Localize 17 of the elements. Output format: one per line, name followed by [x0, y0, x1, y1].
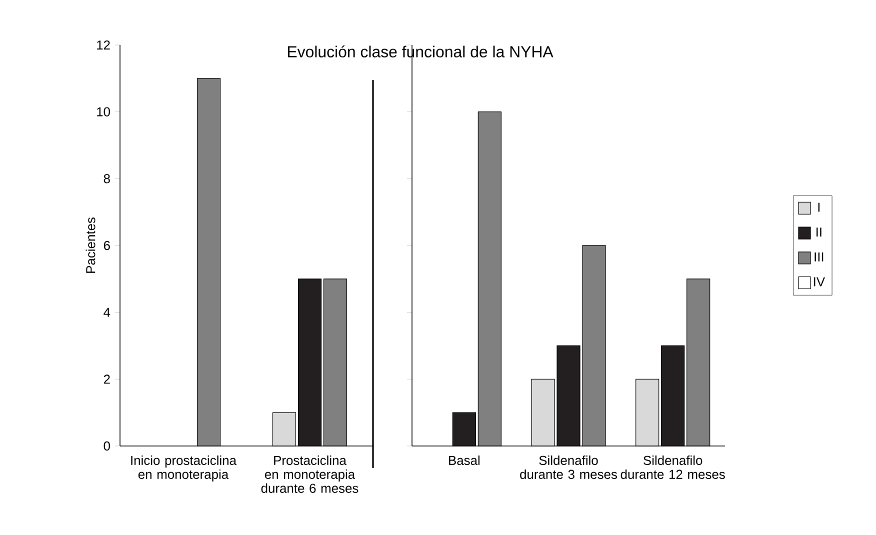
- legend-label: II: [816, 228, 822, 237]
- y-tick-label: 8: [104, 174, 110, 184]
- legend-label: I: [818, 202, 820, 212]
- y-tick-label: 12: [97, 40, 110, 50]
- y-tick-label: 0: [104, 441, 110, 451]
- y-axis-title: Pacientes: [86, 218, 96, 273]
- x-tick-label: Sildenafilo durante 3 meses: [520, 455, 617, 479]
- x-tick-label: Prostaciclina en monoterapia durante 6 meses: [261, 455, 358, 493]
- y-tick-label: 6: [104, 240, 110, 250]
- legend-label: IV: [814, 277, 825, 286]
- x-tick-label: Basal: [449, 455, 480, 466]
- legend-label: III: [814, 252, 824, 262]
- x-tick-label: Sildenafilo durante 12 meses: [620, 455, 725, 479]
- y-tick-label: 10: [97, 107, 110, 116]
- x-tick-label: Inicio prostaciclina en monoterapia: [131, 455, 237, 482]
- y-tick-label: 2: [104, 374, 110, 384]
- y-tick-label: 4: [104, 308, 110, 317]
